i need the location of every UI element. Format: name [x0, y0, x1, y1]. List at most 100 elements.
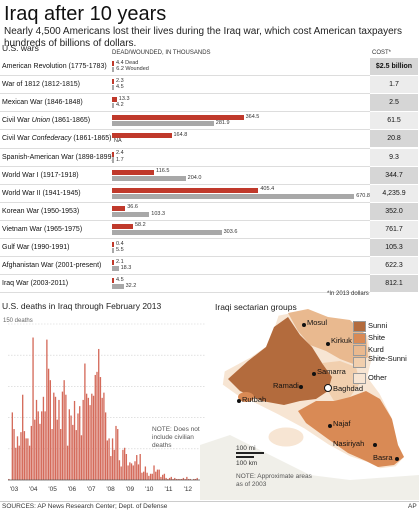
city-dot-mosul — [302, 323, 306, 327]
war-value-wounded: 18.3 — [120, 265, 132, 272]
war-label: Iraq War (2003-2011) — [2, 280, 69, 288]
war-label: Civil War Union (1861-1865) — [2, 117, 91, 125]
deaths-bar — [163, 473, 166, 480]
deaths-bar — [46, 339, 48, 480]
city-nasiriyah: Nasiriyah — [333, 439, 365, 448]
deaths-bar — [106, 440, 109, 480]
war-bar-wounded — [112, 193, 355, 199]
deaths-bar — [168, 477, 171, 480]
footer-credit: AP — [408, 503, 417, 510]
deaths-bar — [94, 374, 96, 480]
iraq-map — [200, 308, 419, 500]
deaths-bar — [92, 395, 95, 480]
region-other-pocket — [267, 426, 305, 448]
deaths-bar — [51, 429, 53, 480]
war-row-divider — [0, 129, 370, 131]
war-value-wounded: 6.2 Wounded — [116, 66, 149, 72]
wars-chart-title: U.S. wars — [2, 43, 39, 53]
map-note: NOTE: Approximate areas as of 2003 — [236, 473, 312, 488]
deaths-bar — [80, 435, 83, 480]
war-bar-wounded — [112, 157, 114, 163]
deaths-bar — [8, 478, 10, 480]
deaths-bar — [184, 478, 186, 480]
deaths-bar — [111, 438, 114, 480]
footer-divider — [0, 501, 419, 502]
war-label: Spanish-American War (1898-1899) — [2, 153, 114, 161]
deaths-x-tick-label: '10 — [145, 486, 154, 493]
legend-swatch-shite — [353, 333, 366, 344]
region-shite-sunni — [322, 361, 360, 401]
city-dot-ramadi — [299, 385, 303, 389]
war-value-wounded: 281.9 — [215, 120, 230, 127]
city-samarra: Samarra — [317, 367, 346, 376]
war-row-divider — [0, 201, 370, 203]
deaths-bar — [175, 478, 178, 480]
legend-label-shite: Shite — [368, 333, 386, 342]
war-value-wounded: 303.6 — [223, 228, 238, 235]
wars-cost-header: COST* — [372, 50, 392, 56]
deaths-bar — [167, 478, 169, 480]
war-cost: $2.5 billion — [370, 58, 418, 75]
deaths-bar — [136, 455, 138, 480]
war-bar-dead — [112, 97, 117, 103]
war-bar-dead — [112, 278, 114, 284]
deaths-chart-title: U.S. deaths in Iraq through February 201… — [2, 301, 162, 311]
deaths-bar — [79, 406, 81, 480]
city-rutbah: Rutbah — [242, 395, 267, 404]
deaths-bar — [25, 438, 27, 480]
deaths-bar — [146, 472, 148, 480]
war-bar-dead — [112, 133, 172, 139]
war-value-dead: 405.4 — [260, 186, 275, 193]
deaths-bar — [127, 465, 129, 480]
war-cost: 2.5 — [370, 94, 418, 112]
deaths-bar — [115, 425, 117, 480]
deaths-bar — [151, 473, 153, 480]
war-label: Korean War (1950-1953) — [2, 207, 80, 215]
deaths-bar — [161, 474, 164, 480]
deaths-bar — [104, 412, 107, 480]
region-sunni — [228, 317, 332, 405]
war-row-divider — [0, 147, 370, 149]
deaths-x-tick-label: '06 — [68, 486, 77, 493]
war-label: World War I (1917-1918) — [2, 171, 79, 179]
deaths-bar — [77, 413, 79, 480]
war-cost: 352.0 — [370, 202, 418, 220]
deaths-bar — [75, 430, 77, 480]
city-ramadi: Ramadi — [273, 381, 299, 390]
war-row-divider — [0, 219, 370, 221]
deaths-bar — [187, 478, 190, 480]
war-row-divider — [0, 238, 370, 239]
deaths-bar — [160, 476, 162, 480]
city-baghdad: Baghdad — [333, 384, 364, 393]
legend-label-sunni: Sunni — [368, 321, 388, 330]
deaths-bar — [22, 394, 24, 480]
deaths-bar — [129, 462, 131, 480]
war-bar-dead — [112, 115, 244, 121]
deaths-bar — [84, 363, 86, 480]
city-dot-rutbah — [237, 399, 241, 403]
war-cost: 344.7 — [370, 166, 418, 184]
deaths-bar — [174, 477, 176, 480]
deaths-bar — [130, 463, 133, 480]
war-value-wounded: 5.5 — [116, 247, 124, 253]
war-value-dead: 2.4 — [116, 150, 124, 156]
deaths-bar — [18, 445, 20, 480]
deaths-x-tick-label: '07 — [87, 486, 96, 493]
deaths-bar — [70, 415, 72, 480]
war-cost: 61.5 — [370, 112, 418, 130]
deaths-bar — [27, 438, 29, 480]
deaths-bar — [49, 380, 52, 480]
deaths-bar — [148, 475, 150, 480]
war-label: World War II (1941-1945) — [2, 189, 81, 197]
deaths-bar — [120, 466, 122, 480]
deaths-bar — [63, 380, 65, 480]
deaths-x-tick-label: '11 — [165, 486, 173, 493]
page-title: Iraq after 10 years — [4, 3, 167, 25]
deaths-bar — [87, 397, 90, 480]
war-cost: 9.3 — [370, 148, 418, 166]
deaths-bar — [98, 348, 100, 480]
scale-label-mi: 100 mi — [236, 445, 256, 452]
deaths-bar — [144, 466, 147, 480]
map-title: Iraqi sectarian groups — [215, 302, 297, 312]
deaths-bar — [137, 464, 140, 480]
